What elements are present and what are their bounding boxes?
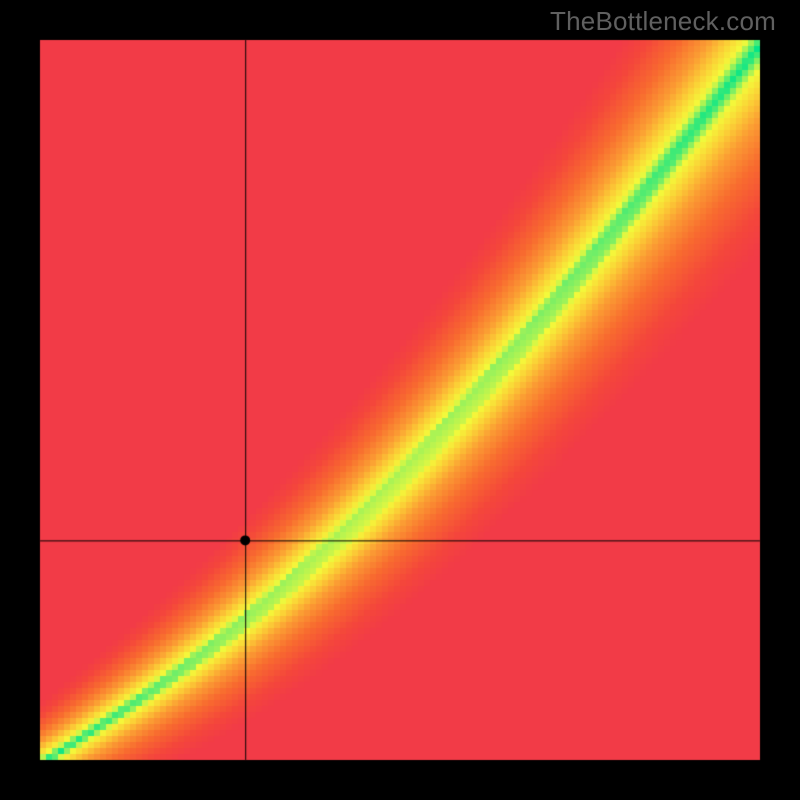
overlay-canvas: [0, 0, 800, 800]
watermark-text: TheBottleneck.com: [550, 6, 776, 37]
chart-container: TheBottleneck.com: [0, 0, 800, 800]
